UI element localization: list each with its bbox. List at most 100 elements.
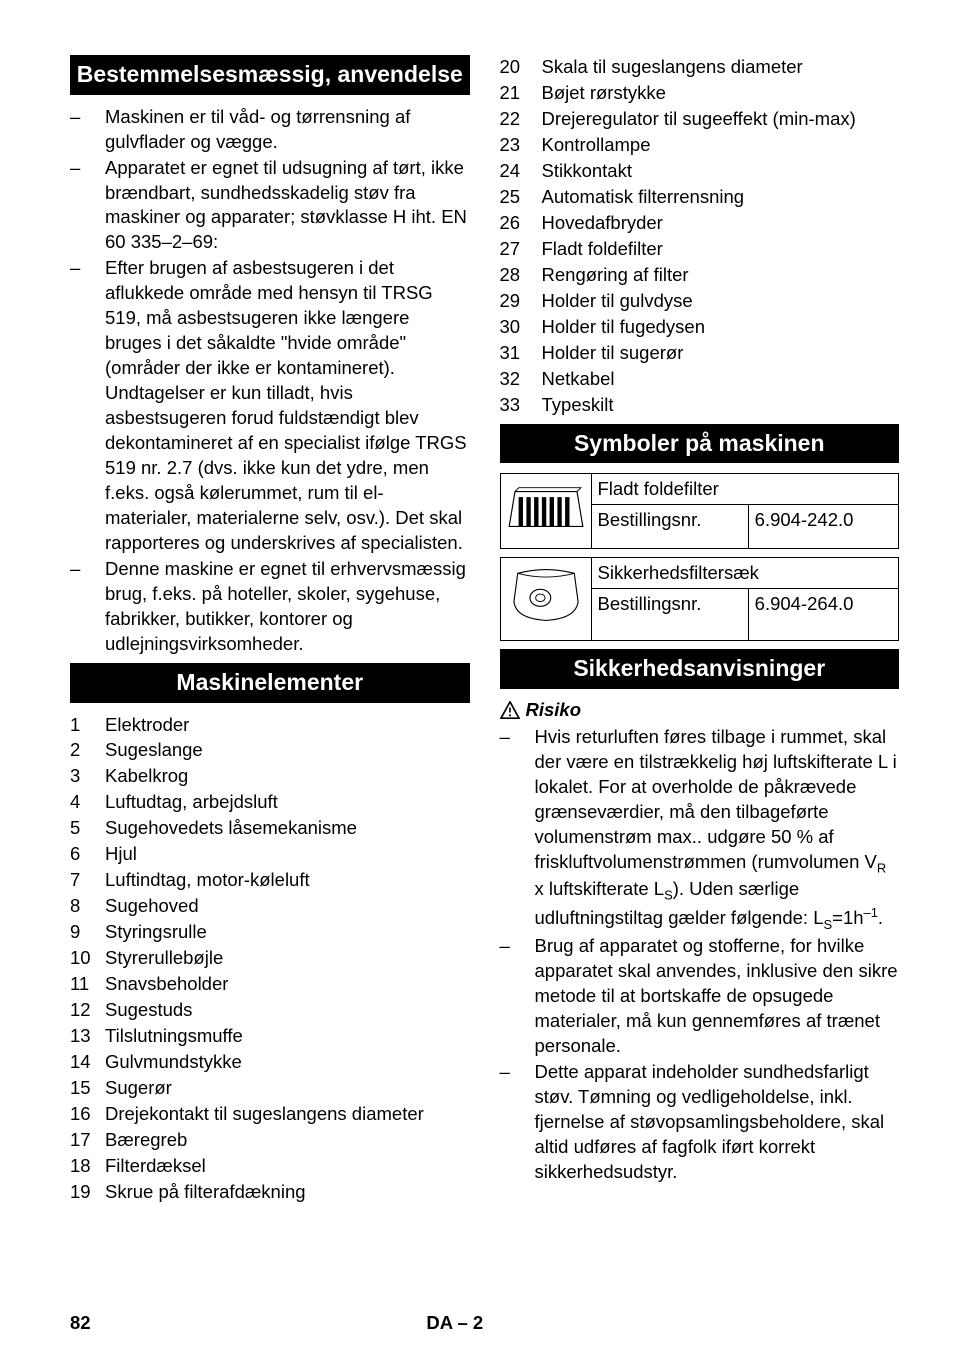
item-text: Holder til sugerør	[542, 341, 684, 366]
filter-table-2: Sikkerhedsfiltersæk Bestillingsnr. 6.904…	[500, 557, 900, 641]
list-item: 20Skala til sugeslangens diameter	[500, 55, 900, 80]
item-number: 20	[500, 55, 542, 80]
item-text: Holder til fugedysen	[542, 315, 706, 340]
item-number: 11	[70, 972, 105, 997]
list-item: Apparatet er egnet til udsugning af tørt…	[70, 156, 470, 256]
list-text: Denne maskine er egnet til erhvervsmæssi…	[105, 557, 470, 657]
item-number: 28	[500, 263, 542, 288]
list-item: 29Holder til gulvdyse	[500, 289, 900, 314]
list-item: 6Hjul	[70, 842, 470, 867]
item-number: 6	[70, 842, 105, 867]
item-number: 26	[500, 211, 542, 236]
list-item: 30Holder til fugedysen	[500, 315, 900, 340]
item-text: Stikkontakt	[542, 159, 633, 184]
list-item: 8Sugehoved	[70, 894, 470, 919]
elements-list: 1Elektroder2Sugeslange3Kabelkrog4Luftudt…	[70, 713, 470, 1205]
lang-code: DA – 2	[426, 1312, 483, 1334]
header-line1: Bestemmelsesmæssig, anvendelse	[77, 61, 463, 87]
order-label: Bestillingsnr.	[591, 505, 748, 549]
t: =1h	[832, 907, 863, 928]
safety-list: Hvis returluften føres tilbage i rummet,…	[500, 725, 900, 1185]
list-item: 23Kontrollampe	[500, 133, 900, 158]
item-text: Bøjet rørstykke	[542, 81, 666, 106]
item-text: Fladt foldefilter	[542, 237, 663, 262]
item-number: 29	[500, 289, 542, 314]
filter-bag-icon	[507, 562, 585, 628]
item-number: 24	[500, 159, 542, 184]
list-text: Dette apparat indeholder sundhedsfarligt…	[535, 1060, 900, 1185]
list-item: Denne maskine er egnet til erhvervsmæssi…	[70, 557, 470, 657]
list-item: 24Stikkontakt	[500, 159, 900, 184]
section-header-symbols: Symboler på maskinen	[500, 424, 900, 464]
page-columns: Bestemmelsesmæssig, anvendelse Maskinen …	[70, 55, 899, 1206]
t: Hvis returluften føres tilbage i rummet,…	[535, 726, 897, 872]
item-text: Sugeslange	[105, 738, 203, 763]
item-number: 31	[500, 341, 542, 366]
item-text: Filterdæksel	[105, 1154, 206, 1179]
item-text: Sugerør	[105, 1076, 172, 1101]
item-number: 5	[70, 816, 105, 841]
item-text: Elektroder	[105, 713, 189, 738]
item-number: 25	[500, 185, 542, 210]
order-number: 6.904-242.0	[748, 505, 898, 549]
item-number: 4	[70, 790, 105, 815]
sub: R	[877, 860, 886, 875]
item-number: 1	[70, 713, 105, 738]
list-item: 25Automatisk filterrensning	[500, 185, 900, 210]
list-item: 13Tilslutningsmuffe	[70, 1024, 470, 1049]
item-text: Netkabel	[542, 367, 615, 392]
item-number: 32	[500, 367, 542, 392]
page-footer: 82 DA – 2	[70, 1312, 899, 1334]
list-item: 18Filterdæksel	[70, 1154, 470, 1179]
sub: S	[824, 917, 833, 932]
filter-bag-icon-cell	[500, 558, 591, 641]
item-text: Skala til sugeslangens diameter	[542, 55, 803, 80]
order-number: 6.904-264.0	[748, 589, 898, 641]
list-item: 16Drejekontakt til sugeslangens diameter	[70, 1102, 470, 1127]
item-text: Bæregreb	[105, 1128, 187, 1153]
list-item: 2Sugeslange	[70, 738, 470, 763]
item-text: Drejeregulator til sugeeffekt (min-max)	[542, 107, 856, 132]
usage-list: Maskinen er til våd- og tørrensning af g…	[70, 105, 470, 657]
item-text: Sugehoved	[105, 894, 199, 919]
list-text: Hvis returluften føres tilbage i rummet,…	[535, 725, 900, 934]
item-text: Luftudtag, arbejdsluft	[105, 790, 278, 815]
list-item: Hvis returluften føres tilbage i rummet,…	[500, 725, 900, 934]
list-item: 9Styringsrulle	[70, 920, 470, 945]
t: .	[878, 907, 883, 928]
list-item: 19Skrue på filterafdækning	[70, 1180, 470, 1205]
item-number: 12	[70, 998, 105, 1023]
item-number: 7	[70, 868, 105, 893]
item-number: 23	[500, 133, 542, 158]
item-text: Skrue på filterafdækning	[105, 1180, 306, 1205]
item-number: 19	[70, 1180, 105, 1205]
list-item: 28Rengøring af filter	[500, 263, 900, 288]
item-text: Holder til gulvdyse	[542, 289, 693, 314]
item-number: 18	[70, 1154, 105, 1179]
item-number: 22	[500, 107, 542, 132]
list-item: 1Elektroder	[70, 713, 470, 738]
filter-icon-cell	[500, 474, 591, 549]
list-item: 3Kabelkrog	[70, 764, 470, 789]
section-header-safety: Sikkerhedsanvisninger	[500, 649, 900, 689]
list-text: Brug af apparatet og stofferne, for hvil…	[535, 934, 900, 1059]
pleated-filter-icon	[507, 478, 585, 540]
list-item: 12Sugestuds	[70, 998, 470, 1023]
item-number: 27	[500, 237, 542, 262]
item-number: 10	[70, 946, 105, 971]
section-header-elements: Maskinelementer	[70, 663, 470, 703]
list-text: Maskinen er til våd- og tørrensning af g…	[105, 105, 470, 155]
item-text: Hjul	[105, 842, 137, 867]
item-text: Luftindtag, motor-køleluft	[105, 868, 310, 893]
elements-list-cont: 20Skala til sugeslangens diameter21Bøjet…	[500, 55, 900, 418]
list-item: 33Typeskilt	[500, 393, 900, 418]
item-number: 17	[70, 1128, 105, 1153]
list-item: 26Hovedafbryder	[500, 211, 900, 236]
item-number: 15	[70, 1076, 105, 1101]
item-number: 13	[70, 1024, 105, 1049]
item-text: Sugestuds	[105, 998, 192, 1023]
list-item: 14Gulvmundstykke	[70, 1050, 470, 1075]
sub: S	[664, 887, 673, 902]
order-label: Bestillingsnr.	[591, 589, 748, 641]
list-item: 4Luftudtag, arbejdsluft	[70, 790, 470, 815]
